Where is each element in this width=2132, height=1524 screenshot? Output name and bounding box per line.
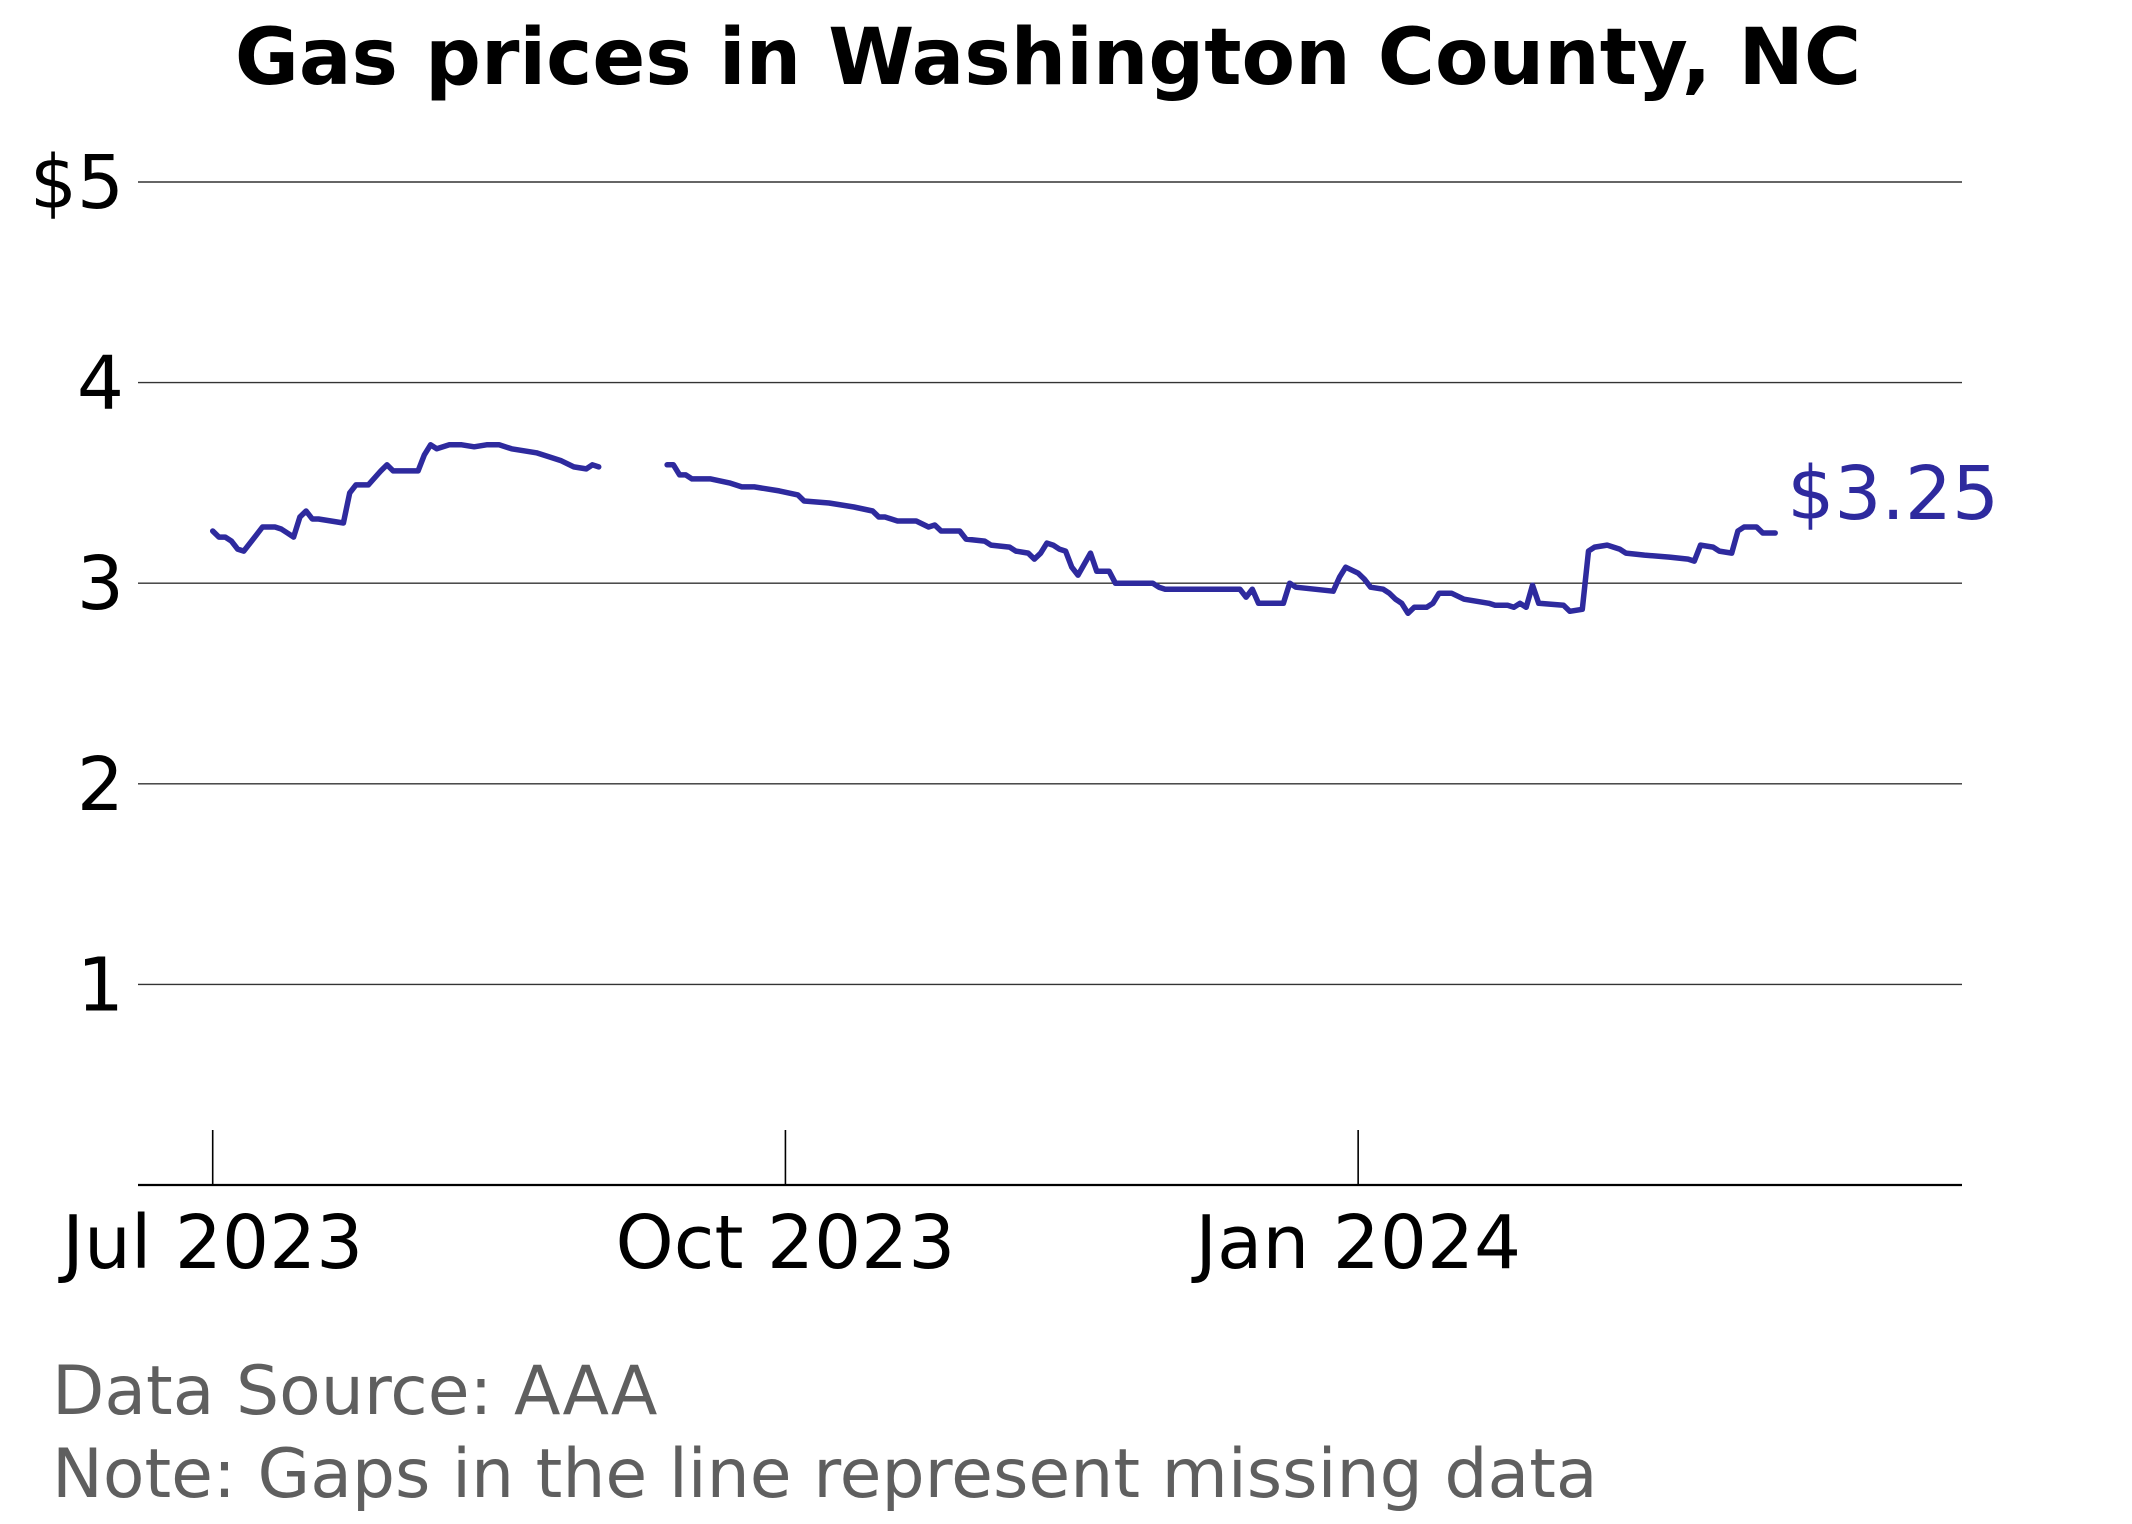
series-lines xyxy=(209,442,1778,617)
data-source-note: Data Source: AAA xyxy=(52,1352,657,1431)
y-tick-label: 2 xyxy=(77,742,124,828)
y-tick-label: 3 xyxy=(77,541,124,627)
price-line-segment xyxy=(664,462,1778,617)
x-tick-label: Oct 2023 xyxy=(616,1200,956,1286)
y-tick-label: $5 xyxy=(30,140,124,226)
price-line-segment xyxy=(209,442,602,554)
end-value-label: $3.25 xyxy=(1787,451,1999,537)
x-axis: Jul 2023 Oct 2023 Jan 2024 xyxy=(58,1130,1962,1286)
y-tick-label: 1 xyxy=(77,942,124,1028)
x-tick-label: Jan 2024 xyxy=(1191,1200,1521,1286)
gridlines xyxy=(138,181,1962,986)
y-tick-label: 4 xyxy=(77,341,124,427)
missing-data-note: Note: Gaps in the line represent missing… xyxy=(52,1435,1598,1514)
y-axis: 1 2 3 4 $5 xyxy=(30,140,124,1028)
chart-title: Gas prices in Washington County, NC xyxy=(235,13,1861,103)
x-tick-label: Jul 2023 xyxy=(58,1200,363,1286)
